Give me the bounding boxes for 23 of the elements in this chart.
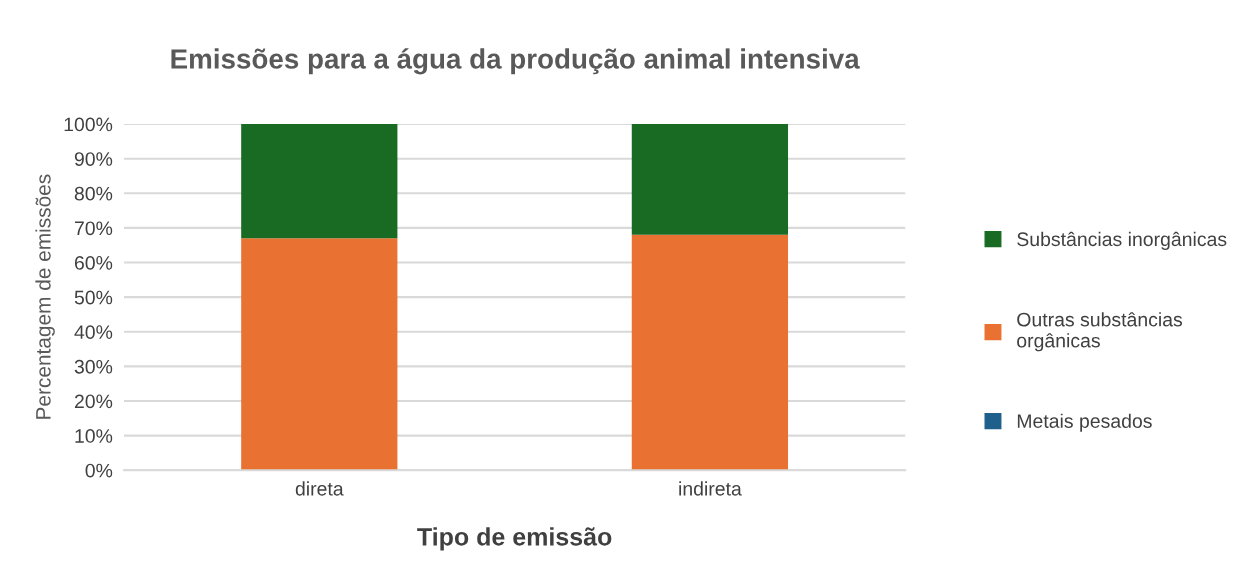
- legend-label: Outras substâncias orgânicas: [1017, 312, 1183, 352]
- y-tick-label: 30%: [74, 359, 113, 374]
- bar: [631, 234, 789, 471]
- y-tick-label: 70%: [74, 221, 113, 236]
- y-axis-title: Percentagem de emissões: [35, 174, 55, 419]
- y-tick-label: 100%: [64, 117, 113, 132]
- y-tick-label: 50%: [74, 290, 113, 305]
- x-axis-title: Tipo de emissão: [417, 527, 612, 551]
- y-tick-label: 90%: [74, 152, 113, 166]
- y-tick-label: 80%: [74, 186, 113, 201]
- bar: [631, 124, 789, 235]
- bar: [241, 124, 398, 239]
- x-tick-label: indireta: [679, 481, 742, 496]
- legend-label: Metais pesados: [1017, 413, 1152, 432]
- y-tick-label: 0%: [85, 463, 113, 478]
- x-tick-label: direta: [295, 481, 344, 496]
- y-tick-label: 40%: [74, 325, 113, 340]
- bar: [241, 238, 398, 471]
- y-tick-label: 10%: [75, 429, 113, 443]
- y-tick-label: 20%: [74, 394, 113, 409]
- legend-label: Substâncias inorgânicas: [1017, 231, 1227, 250]
- y-tick-label: 60%: [74, 256, 113, 270]
- chart-title: Emissões para a água da produção animal intensiva: [171, 48, 860, 75]
